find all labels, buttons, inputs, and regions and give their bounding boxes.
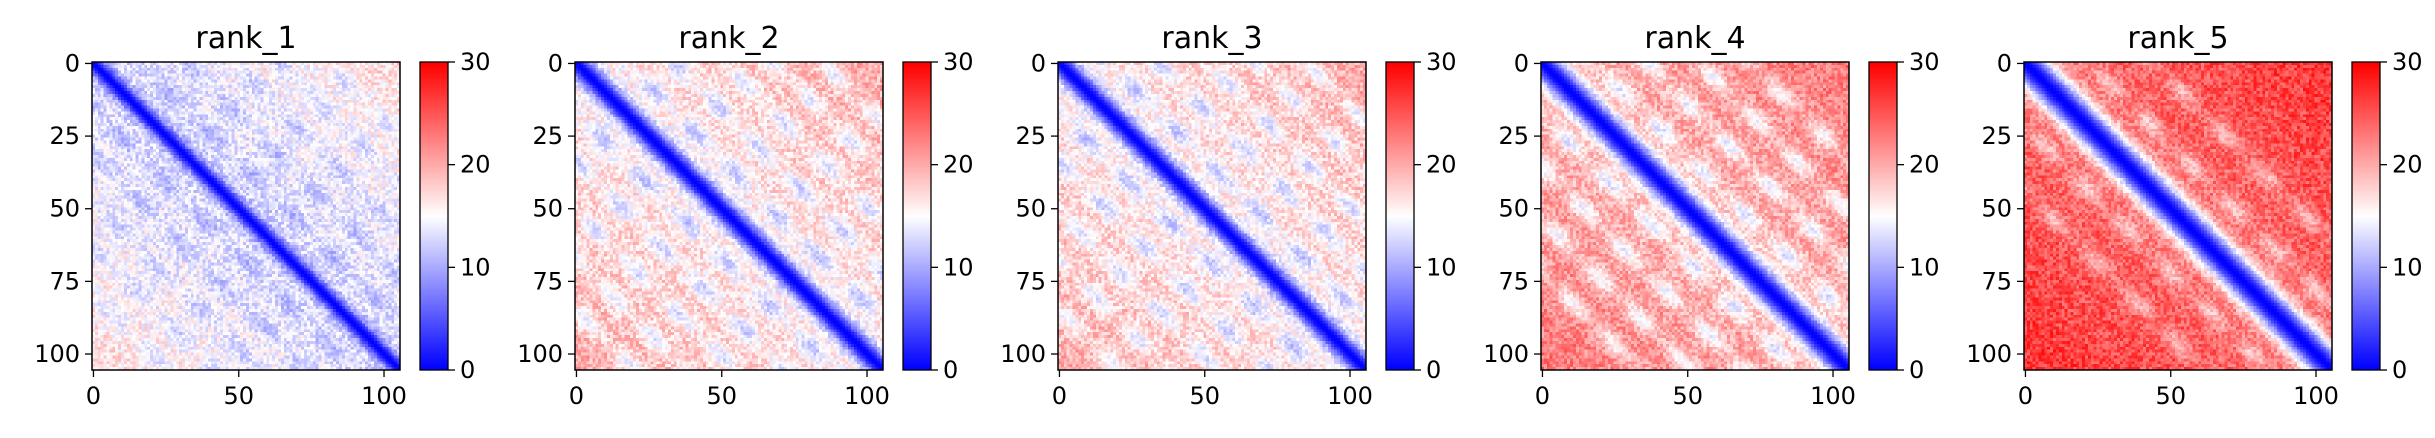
- y-tick-label: 75: [49, 267, 80, 295]
- colorbar-tick-label: 30: [460, 48, 491, 76]
- x-tick-label: 50: [1672, 382, 1703, 410]
- y-tick-label: 50: [532, 195, 563, 223]
- colorbar-tick-label: 30: [2392, 48, 2423, 76]
- colorbar-tick-label: 0: [1426, 356, 1441, 384]
- y-tick-label: 50: [1498, 195, 1529, 223]
- colorbar-gradient: [420, 62, 448, 370]
- x-tick-label: 100: [361, 382, 407, 410]
- panel-title: rank_3: [1161, 21, 1262, 56]
- colorbar-gradient: [1869, 62, 1897, 370]
- y-tick-label: 100: [517, 340, 563, 368]
- y-tick-label: 50: [49, 195, 80, 223]
- y-tick-label: 100: [1483, 340, 1529, 368]
- heatmap-frame: [91, 61, 401, 371]
- x-tick-label: 0: [1052, 382, 1067, 410]
- colorbar-tick-label: 30: [1426, 48, 1457, 76]
- x-tick-label: 100: [1810, 382, 1856, 410]
- x-tick-label: 50: [223, 382, 254, 410]
- y-tick-label: 0: [1514, 49, 1529, 77]
- colorbar-tick-label: 0: [2392, 356, 2407, 384]
- colorbar-tick-label: 0: [460, 356, 475, 384]
- colorbar-tick-label: 20: [1909, 151, 1940, 179]
- colorbar-gradient: [1386, 62, 1414, 370]
- y-tick-label: 25: [532, 122, 563, 150]
- heatmap-frame: [2023, 61, 2333, 371]
- heatmap-image: [1058, 62, 1366, 370]
- x-tick-label: 50: [1189, 382, 1220, 410]
- y-tick-label: 75: [532, 267, 563, 295]
- y-tick-label: 75: [1981, 267, 2012, 295]
- y-tick-label: 75: [1015, 267, 1046, 295]
- heatmap-frame: [1057, 61, 1367, 371]
- x-tick-label: 100: [844, 382, 890, 410]
- colorbar-tick-label: 30: [1909, 48, 1940, 76]
- y-tick-label: 100: [1966, 340, 2012, 368]
- y-tick-label: 75: [1498, 267, 1529, 295]
- x-tick-label: 50: [706, 382, 737, 410]
- colorbar-frame: [902, 61, 932, 371]
- x-tick-label: 0: [569, 382, 584, 410]
- y-tick-label: 50: [1015, 195, 1046, 223]
- colorbar-tick-label: 10: [2392, 253, 2423, 281]
- x-tick-label: 0: [1535, 382, 1550, 410]
- heatmap-image: [575, 62, 883, 370]
- y-tick-label: 100: [1000, 340, 1046, 368]
- y-tick-label: 0: [548, 49, 563, 77]
- y-tick-label: 100: [34, 340, 80, 368]
- x-tick-label: 50: [2155, 382, 2186, 410]
- colorbar-frame: [1385, 61, 1415, 371]
- colorbar-tick-label: 10: [1426, 253, 1457, 281]
- x-tick-label: 0: [2018, 382, 2033, 410]
- heatmap-image: [1541, 62, 1849, 370]
- heatmap-frame: [1540, 61, 1850, 371]
- y-tick-label: 25: [1981, 122, 2012, 150]
- panel-title: rank_1: [195, 21, 296, 56]
- colorbar-tick-label: 10: [1909, 253, 1940, 281]
- colorbar-frame: [1868, 61, 1898, 371]
- colorbar-gradient: [2352, 62, 2380, 370]
- colorbar-frame: [419, 61, 449, 371]
- colorbar-tick-label: 20: [1426, 151, 1457, 179]
- colorbar-tick-label: 20: [2392, 151, 2423, 179]
- colorbar-tick-label: 0: [1909, 356, 1924, 384]
- y-tick-label: 0: [1997, 49, 2012, 77]
- x-tick-label: 100: [1327, 382, 1373, 410]
- heatmap-image: [92, 62, 400, 370]
- x-tick-label: 100: [2293, 382, 2339, 410]
- colorbar-tick-label: 20: [943, 151, 974, 179]
- colorbar-tick-label: 10: [460, 253, 491, 281]
- panel-title: rank_4: [1644, 21, 1745, 56]
- y-tick-label: 25: [1015, 122, 1046, 150]
- x-tick-label: 0: [86, 382, 101, 410]
- colorbar-frame: [2351, 61, 2381, 371]
- y-tick-label: 0: [1031, 49, 1046, 77]
- colorbar-tick-label: 30: [943, 48, 974, 76]
- panel-title: rank_5: [2127, 21, 2228, 56]
- colorbar-tick-label: 0: [943, 356, 958, 384]
- heatmap-frame: [574, 61, 884, 371]
- panel-title: rank_2: [678, 21, 779, 56]
- colorbar-gradient: [903, 62, 931, 370]
- y-tick-label: 25: [1498, 122, 1529, 150]
- heatmap-image: [2024, 62, 2332, 370]
- y-tick-label: 0: [65, 49, 80, 77]
- colorbar-tick-label: 20: [460, 151, 491, 179]
- y-tick-label: 25: [49, 122, 80, 150]
- colorbar-tick-label: 10: [943, 253, 974, 281]
- y-tick-label: 50: [1981, 195, 2012, 223]
